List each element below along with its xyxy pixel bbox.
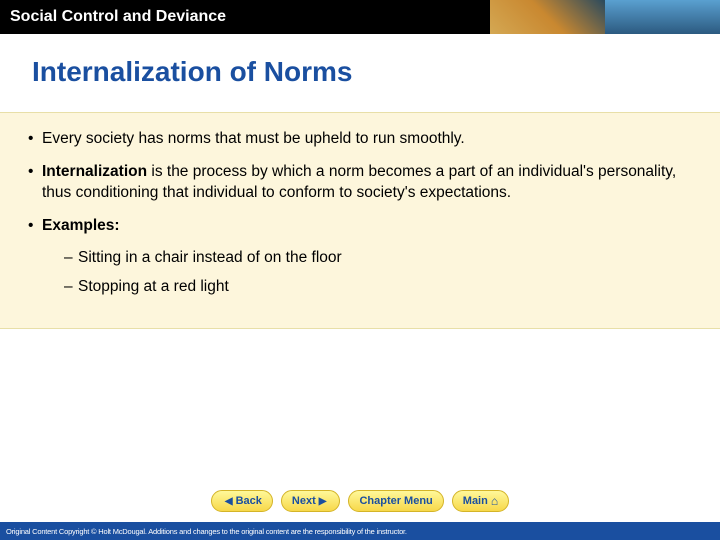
footer-bar: Original Content Copyright © Holt McDoug… [0, 522, 720, 540]
copyright-text: Original Content Copyright © Holt McDoug… [6, 527, 407, 536]
bullet-item: Examples: Sitting in a chair instead of … [24, 216, 696, 298]
chapter-menu-button[interactable]: Chapter Menu [348, 490, 443, 512]
main-button[interactable]: Main ⌂ [452, 490, 509, 512]
sub-bullet-item: Stopping at a red light [42, 276, 696, 298]
bold-term: Internalization [42, 163, 147, 180]
navigation-row: ◀ Back Next ▶ Chapter Menu Main ⌂ [0, 490, 720, 512]
bullet-item: Every society has norms that must be uph… [24, 129, 696, 150]
bold-term: Examples: [42, 217, 120, 234]
header-bar: Social Control and Deviance [0, 0, 720, 34]
main-label: Main [463, 495, 488, 507]
bullet-text: Every society has norms that must be uph… [42, 130, 465, 147]
chapter-menu-label: Chapter Menu [359, 495, 432, 507]
home-icon: ⌂ [491, 494, 498, 508]
sub-bullet-list: Sitting in a chair instead of on the flo… [42, 247, 696, 298]
content-box: Every society has norms that must be uph… [0, 112, 720, 329]
bullet-item: Internalization is the process by which … [24, 162, 696, 204]
art-panel-city [605, 0, 720, 34]
back-button[interactable]: ◀ Back [211, 490, 273, 512]
slide-title: Internalization of Norms [32, 56, 720, 88]
chapter-title: Social Control and Deviance [10, 8, 226, 26]
art-panel-face [490, 0, 605, 34]
back-label: Back [236, 495, 262, 507]
chevron-left-icon: ◀ [225, 496, 233, 507]
chevron-right-icon: ▶ [319, 496, 327, 507]
sub-bullet-item: Sitting in a chair instead of on the flo… [42, 247, 696, 269]
next-label: Next [292, 495, 316, 507]
bullet-list: Every society has norms that must be uph… [24, 129, 696, 298]
next-button[interactable]: Next ▶ [281, 490, 341, 512]
header-decorative-art [490, 0, 720, 34]
